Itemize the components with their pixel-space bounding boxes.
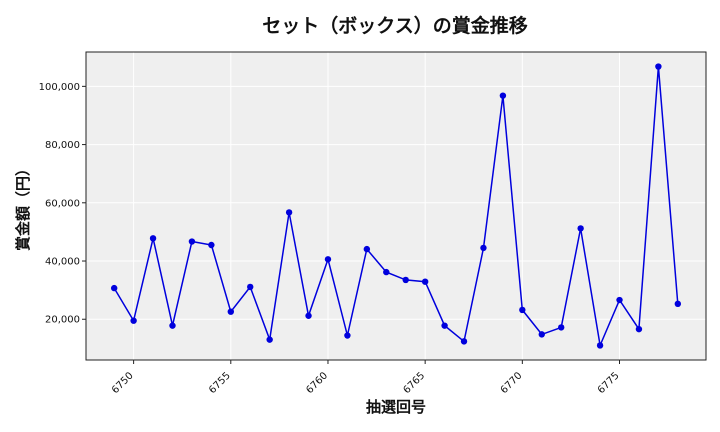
data-point [538,331,545,338]
y-tick-label: 60,000 [45,198,80,209]
data-point [558,324,565,331]
data-point [110,284,118,292]
data-point [499,92,507,99]
series-line [113,66,679,349]
data-point [344,332,351,339]
data-point [577,225,584,232]
data-point [421,278,429,285]
data-point [324,256,332,263]
data-point [227,308,234,315]
x-tick-label: 6770 [499,370,525,396]
data-point [266,336,273,343]
data-point [674,300,682,308]
data-point [285,209,293,216]
data-point [208,241,215,249]
chart-title: セット（ボックス）の賞金推移 [262,14,527,37]
data-point [596,342,604,349]
x-tick-label: 6760 [304,370,330,396]
data-point [616,296,623,304]
x-axis-label: 抽選回号 [366,398,426,416]
y-tick-label: 20,000 [45,315,80,326]
data-point [130,317,137,324]
x-tick-label: 6775 [596,370,622,396]
data-point [402,276,409,284]
data-point [247,283,254,291]
data-point [188,238,196,245]
data-point [480,244,487,252]
x-tick-label: 6765 [401,370,427,396]
y-tick-label: 100,000 [39,82,80,93]
x-tick-label: 6755 [207,370,233,396]
x-axis: 6750 6755 6760 6765 6770 6775 [110,360,622,396]
data-point [305,312,312,319]
y-tick-label: 80,000 [45,140,80,151]
data-point [169,322,176,329]
data-point [460,338,468,345]
data-point [519,306,526,314]
y-tick-label: 40,000 [45,257,80,268]
plot-frame [85,51,707,361]
plot-area [85,51,707,361]
data-point [383,268,390,276]
data-point [635,325,643,333]
data-series [110,63,682,349]
y-axis-label: 賞金額（円） [14,161,32,251]
data-point [441,322,448,329]
data-point [149,235,157,242]
x-tick-label: 6750 [110,370,136,396]
y-axis: 20,000 40,000 60,000 80,000 100,000 [39,82,86,326]
data-point [363,245,371,253]
data-point [655,63,662,70]
